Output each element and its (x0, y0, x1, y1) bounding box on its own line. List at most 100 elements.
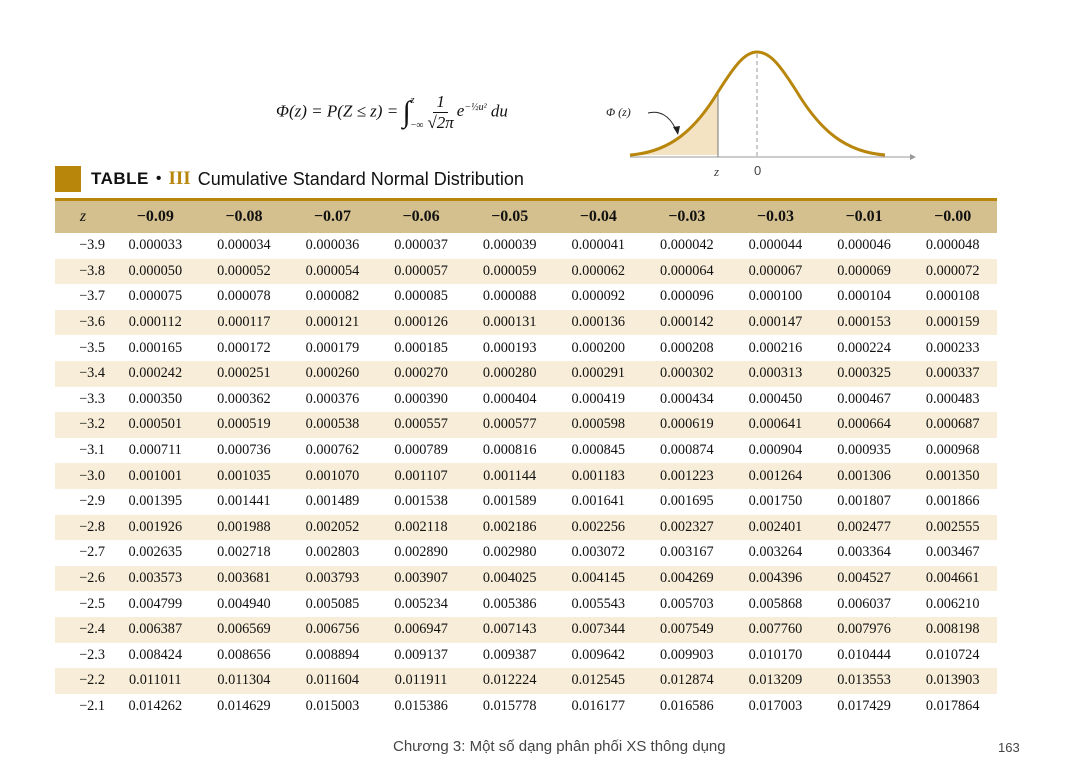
probability-cell: 0.000641 (748, 416, 803, 433)
probability-cell: 0.000153 (837, 314, 891, 331)
table-row: −3.4 0.000242 0.000251 0.000260 0.000270 0.00… (55, 360, 997, 387)
table-row: −3.2 0.000501 0.000519 0.000538 0.000557 0.00… (55, 412, 997, 438)
probability-cell: 0.007760 (748, 621, 803, 638)
probability-cell: 0.002718 (217, 544, 271, 561)
column-header: −0.03 (731, 198, 820, 233)
z-value-cell: −3.7 (79, 288, 105, 305)
probability-cell: 0.007143 (482, 621, 537, 638)
phi-pointer-arrow (647, 111, 677, 131)
probability-cell: 0.014629 (217, 697, 271, 712)
probability-cell: 0.004025 (482, 570, 537, 587)
probability-cell: 0.000789 (394, 442, 448, 459)
probability-cell: 0.002186 (482, 518, 537, 535)
probability-cell: 0.000450 (748, 390, 803, 407)
probability-cell: 0.000044 (748, 237, 803, 254)
probability-cell: 0.000085 (394, 288, 448, 305)
title-roman-numeral: III (168, 168, 191, 189)
probability-cell: 0.000598 (571, 416, 626, 433)
fraction-numerator: 1 (433, 92, 448, 113)
probability-cell: 0.001489 (305, 493, 360, 510)
probability-cell: 0.016177 (571, 697, 626, 712)
probability-cell: 0.000350 (128, 390, 183, 407)
probability-cell: 0.011604 (305, 672, 360, 689)
probability-cell: 0.010170 (748, 646, 803, 663)
probability-cell: 0.006037 (837, 595, 891, 612)
probability-cell: 0.007549 (660, 621, 714, 638)
probability-cell: 0.000048 (925, 237, 980, 254)
probability-cell: 0.010724 (925, 646, 980, 663)
probability-cell: 0.000337 (925, 365, 980, 382)
probability-cell: 0.000092 (571, 288, 626, 305)
z-value-cell: −3.6 (79, 314, 105, 331)
probability-cell: 0.015778 (482, 697, 537, 712)
footer-chapter-title: Chương 3: Một số dạng phân phối XS thông… (393, 738, 726, 755)
probability-cell: 0.013209 (748, 672, 803, 689)
probability-cell: 0.000302 (660, 365, 714, 382)
probability-cell: 0.002980 (482, 544, 537, 561)
probability-cell: 0.002256 (571, 518, 626, 535)
integral-sign: ∫ (402, 95, 411, 129)
z-value-cell: −2.5 (79, 595, 105, 612)
probability-cell: 0.001070 (305, 467, 360, 484)
probability-cell: 0.006210 (925, 595, 980, 612)
column-header: −0.01 (819, 198, 909, 233)
table-row: −3.0 0.001001 0.001035 0.001070 0.001107 0.00… (55, 463, 997, 489)
probability-cell: 0.008198 (925, 621, 980, 638)
probability-cell: 0.000260 (305, 365, 360, 382)
table-title: TABLE • III Cumulative Standard Normal D… (55, 166, 524, 192)
z-value-cell: −2.4 (79, 621, 105, 638)
z-value-cell: −2.1 (79, 697, 105, 712)
normal-table-container: z −0.09 −0.08 −0.07 −0.06 −0.05 −0.04 −0.03 −0.0… (55, 198, 997, 712)
probability-cell: 0.000845 (571, 442, 626, 459)
probability-cell: 0.000313 (748, 365, 803, 382)
probability-cell: 0.002401 (748, 518, 803, 535)
probability-cell: 0.001695 (660, 493, 714, 510)
column-header: −0.03 (642, 198, 732, 233)
probability-cell: 0.000935 (837, 442, 891, 459)
probability-cell: 0.000467 (837, 390, 891, 407)
probability-cell: 0.003573 (128, 570, 183, 587)
probability-cell: 0.003364 (837, 544, 891, 561)
probability-cell: 0.000062 (571, 262, 626, 279)
probability-cell: 0.008894 (305, 646, 360, 663)
probability-cell: 0.000059 (482, 262, 537, 279)
probability-cell: 0.000519 (217, 416, 271, 433)
z-value-cell: −2.2 (79, 672, 105, 689)
probability-cell: 0.015003 (305, 697, 360, 712)
probability-cell: 0.002327 (660, 518, 714, 535)
probability-cell: 0.000483 (925, 390, 980, 407)
probability-cell: 0.000251 (217, 365, 271, 382)
probability-cell: 0.000052 (217, 262, 271, 279)
probability-cell: 0.002890 (394, 544, 448, 561)
title-table-word: TABLE (91, 169, 149, 188)
probability-cell: 0.004940 (217, 595, 271, 612)
z-value-cell: −3.2 (79, 416, 105, 433)
probability-cell: 0.000577 (482, 416, 537, 433)
probability-cell: 0.013903 (925, 672, 980, 689)
probability-cell: 0.000270 (394, 365, 448, 382)
probability-cell: 0.000711 (128, 442, 182, 459)
probability-cell: 0.000034 (217, 237, 271, 254)
probability-cell: 0.000200 (571, 339, 626, 356)
column-header: −0.07 (288, 198, 377, 233)
probability-cell: 0.000039 (482, 237, 537, 254)
z-value-cell: −2.3 (79, 646, 105, 663)
probability-cell: 0.000072 (925, 262, 980, 279)
probability-cell: 0.000816 (482, 442, 537, 459)
differential: du (486, 101, 508, 121)
probability-cell: 0.000142 (660, 314, 714, 331)
probability-cell: 0.000325 (837, 365, 891, 382)
probability-cell: 0.005703 (660, 595, 714, 612)
probability-cell: 0.000075 (128, 288, 183, 305)
probability-cell: 0.017864 (925, 697, 980, 712)
probability-cell: 0.009387 (482, 646, 537, 663)
probability-cell: 0.000046 (837, 237, 891, 254)
probability-cell: 0.001183 (571, 467, 625, 484)
column-header: −0.05 (465, 198, 554, 233)
probability-cell: 0.000165 (128, 339, 183, 356)
probability-cell: 0.002118 (394, 518, 448, 535)
probability-cell: 0.000096 (660, 288, 714, 305)
probability-cell: 0.015386 (394, 697, 448, 712)
probability-cell: 0.001441 (217, 493, 271, 510)
table-row: −3.6 0.000112 0.000117 0.000121 0.000126 0.00… (55, 309, 997, 336)
